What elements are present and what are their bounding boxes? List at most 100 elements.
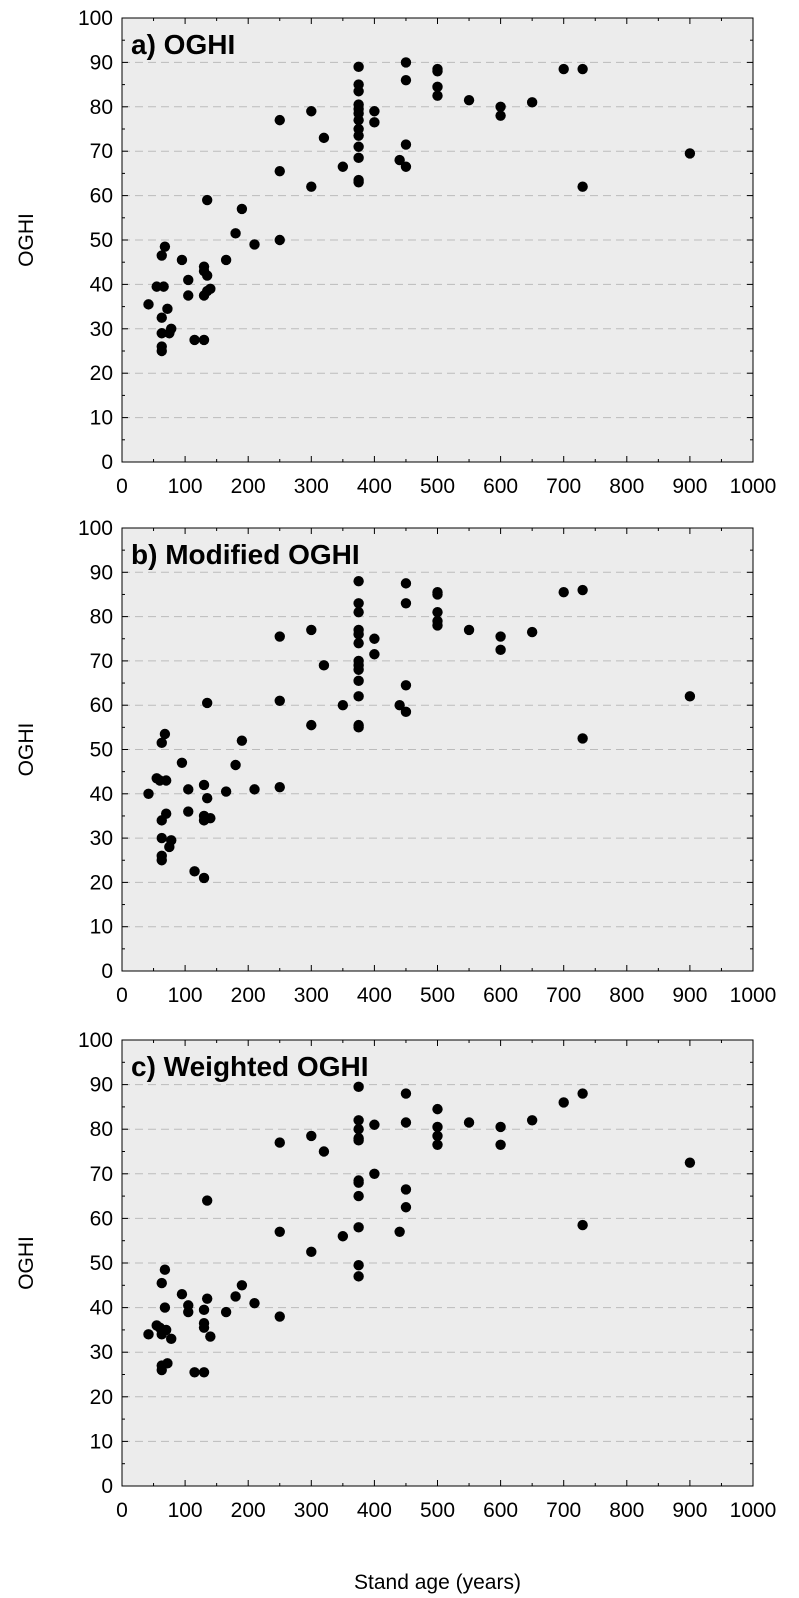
data-point bbox=[274, 114, 285, 126]
data-point bbox=[189, 866, 200, 877]
data-point bbox=[577, 63, 588, 75]
data-point bbox=[432, 606, 443, 618]
y-tick-label: 100 bbox=[78, 1029, 113, 1052]
data-point bbox=[394, 154, 405, 166]
data-point bbox=[432, 620, 443, 631]
data-point bbox=[201, 1195, 213, 1206]
data-point bbox=[353, 114, 364, 126]
data-point bbox=[432, 66, 443, 77]
data-point bbox=[495, 1121, 506, 1133]
y-tick-label: 80 bbox=[90, 1118, 113, 1141]
y-tick-label: 50 bbox=[90, 739, 113, 762]
data-point bbox=[156, 855, 167, 866]
x-tick-label: 200 bbox=[231, 475, 266, 498]
data-point bbox=[249, 239, 260, 250]
x-tick-label: 800 bbox=[609, 475, 644, 498]
data-point bbox=[201, 793, 213, 804]
x-tick-label: 600 bbox=[483, 475, 518, 498]
data-point bbox=[495, 644, 506, 656]
data-point bbox=[394, 700, 405, 711]
data-point bbox=[306, 719, 317, 731]
y-tick-label: 100 bbox=[78, 7, 113, 30]
y-tick-label: 100 bbox=[78, 517, 113, 540]
y-tick-label: 20 bbox=[90, 1386, 113, 1409]
x-tick-label: 700 bbox=[546, 1499, 581, 1522]
data-point bbox=[198, 1322, 210, 1333]
data-point bbox=[558, 63, 569, 75]
data-point bbox=[369, 633, 380, 644]
y-tick-label: 40 bbox=[90, 1297, 113, 1320]
data-point bbox=[353, 575, 364, 587]
data-point bbox=[432, 1130, 443, 1142]
data-point bbox=[236, 1280, 248, 1291]
y-tick-label: 40 bbox=[90, 273, 113, 296]
data-point bbox=[274, 631, 285, 642]
data-point bbox=[162, 1358, 173, 1369]
x-tick-label: 700 bbox=[546, 984, 581, 1007]
data-point bbox=[394, 1226, 405, 1237]
x-tick-label: 400 bbox=[357, 475, 392, 498]
y-tick-label: 30 bbox=[90, 318, 113, 341]
data-point bbox=[159, 241, 171, 252]
data-point bbox=[432, 1103, 443, 1115]
y-axis-title: OGHI bbox=[15, 723, 38, 777]
data-point bbox=[230, 228, 241, 239]
data-point bbox=[306, 624, 317, 636]
data-point bbox=[400, 1184, 412, 1195]
data-point bbox=[463, 624, 475, 636]
x-tick-label: 500 bbox=[420, 475, 455, 498]
data-point bbox=[577, 733, 588, 744]
data-point bbox=[369, 1119, 380, 1130]
data-point bbox=[183, 1306, 194, 1318]
data-point bbox=[526, 1115, 538, 1126]
data-point bbox=[353, 130, 364, 141]
data-point bbox=[183, 784, 194, 795]
data-point bbox=[432, 1139, 443, 1151]
data-point bbox=[400, 1117, 412, 1128]
data-point bbox=[156, 832, 167, 844]
data-point bbox=[369, 1168, 380, 1180]
data-point bbox=[156, 250, 167, 261]
data-point bbox=[156, 312, 167, 323]
y-axis-title: OGHI bbox=[15, 213, 38, 267]
data-point bbox=[230, 759, 241, 771]
data-point bbox=[684, 148, 696, 159]
data-point bbox=[198, 779, 210, 791]
x-tick-label: 200 bbox=[231, 984, 266, 1007]
data-point bbox=[353, 1190, 364, 1202]
data-point bbox=[577, 1088, 588, 1099]
y-tick-label: 70 bbox=[90, 140, 113, 163]
y-tick-label: 40 bbox=[90, 783, 113, 806]
data-point bbox=[400, 1088, 412, 1099]
data-point bbox=[318, 660, 330, 671]
data-point bbox=[274, 781, 285, 793]
x-axis-title: Stand age (years) bbox=[354, 1571, 521, 1594]
data-point bbox=[558, 587, 569, 598]
data-point bbox=[353, 177, 364, 188]
data-point bbox=[156, 328, 167, 339]
x-tick-label: 200 bbox=[231, 1499, 266, 1522]
data-point bbox=[189, 334, 200, 346]
data-point bbox=[274, 1311, 285, 1322]
data-point bbox=[353, 675, 364, 687]
data-point bbox=[558, 1097, 569, 1108]
y-tick-label: 80 bbox=[90, 606, 113, 629]
data-point bbox=[201, 697, 213, 709]
data-point bbox=[353, 629, 364, 640]
y-tick-label: 90 bbox=[90, 561, 113, 584]
data-point bbox=[205, 1331, 216, 1342]
data-point bbox=[432, 1121, 443, 1133]
data-point bbox=[220, 254, 232, 266]
data-point bbox=[201, 194, 213, 206]
x-tick-label: 800 bbox=[609, 984, 644, 1007]
data-point bbox=[143, 1329, 154, 1340]
y-tick-label: 70 bbox=[90, 1163, 113, 1186]
data-point bbox=[495, 110, 506, 121]
data-point bbox=[274, 234, 285, 246]
data-point bbox=[353, 1222, 364, 1233]
data-point bbox=[353, 691, 364, 702]
data-point bbox=[463, 94, 475, 106]
data-point bbox=[684, 691, 696, 702]
